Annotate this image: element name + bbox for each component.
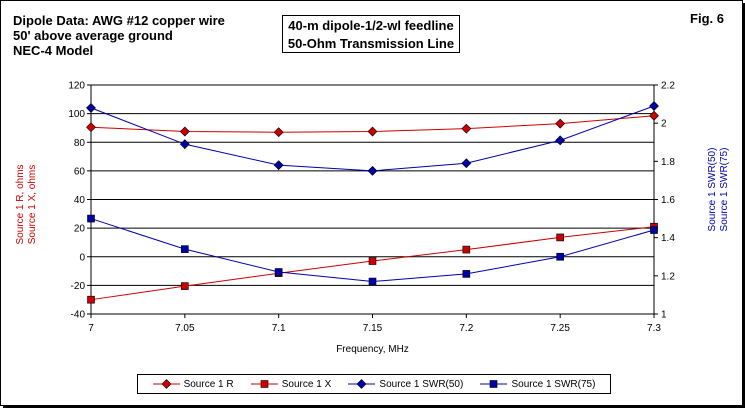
left-axis-label: Source 1 R, ohms bbox=[15, 164, 26, 244]
data-point bbox=[649, 101, 659, 111]
left-tick-label: -40 bbox=[71, 310, 86, 321]
left-tick-label: 20 bbox=[74, 224, 86, 235]
data-point bbox=[555, 118, 566, 129]
data-point bbox=[649, 110, 659, 121]
x-tick-label: 7.2 bbox=[459, 323, 473, 334]
left-tick-label: 60 bbox=[74, 166, 86, 177]
right-tick-label: 1.6 bbox=[661, 195, 675, 206]
data-point bbox=[368, 277, 377, 286]
left-tick-label: 100 bbox=[68, 109, 85, 120]
header-line-1: Dipole Data: AWG #12 copper wire bbox=[13, 13, 225, 28]
data-point bbox=[86, 102, 96, 113]
chart-title-line-2: 50-Ohm Transmission Line bbox=[287, 36, 455, 51]
data-point bbox=[86, 122, 96, 133]
data-point bbox=[179, 139, 190, 150]
x-tick-label: 7.05 bbox=[175, 323, 195, 334]
data-point bbox=[367, 165, 378, 176]
legend-swatch bbox=[152, 379, 180, 389]
legend-item-2: Source 1 X bbox=[250, 378, 332, 390]
legend-item-3: Source 1 SWR(50) bbox=[348, 378, 463, 390]
legend-label: Source 1 X bbox=[281, 378, 332, 390]
x-tick-label: 7.25 bbox=[550, 323, 570, 334]
right-tick-label: 1 bbox=[661, 310, 667, 321]
chart-title-line-1: 40-m dipole-1/2-wl feedline bbox=[288, 18, 454, 33]
legend-swatch bbox=[348, 379, 376, 389]
data-point bbox=[556, 252, 564, 261]
left-tick-label: -20 bbox=[71, 281, 86, 292]
legend-item-4: Source 1 SWR(75) bbox=[480, 378, 595, 390]
legend-swatch bbox=[480, 380, 508, 388]
x-tick-label: 7 bbox=[88, 323, 94, 334]
left-tick-label: 80 bbox=[74, 138, 86, 149]
x-axis-label: Frequency, MHz bbox=[336, 344, 409, 355]
data-point bbox=[87, 295, 95, 304]
left-tick-label: 120 bbox=[68, 81, 85, 92]
legend-label: Source 1 SWR(50) bbox=[379, 378, 464, 390]
legend-item-1: Source 1 R bbox=[152, 378, 234, 390]
figure-number: Fig. 6 bbox=[690, 11, 724, 26]
right-tick-label: 2.2 bbox=[661, 81, 675, 92]
data-point bbox=[179, 126, 190, 137]
right-tick-label: 1.2 bbox=[661, 271, 675, 282]
x-tick-label: 7.1 bbox=[272, 323, 286, 334]
data-point bbox=[367, 126, 378, 137]
data-point bbox=[181, 245, 189, 253]
left-axis-label: Source 1 X, ohms bbox=[27, 165, 38, 244]
x-tick-label: 7.15 bbox=[363, 323, 383, 334]
header-line-3: NEC-4 Model bbox=[13, 43, 94, 58]
legend: Source 1 R Source 1 X Source 1 SWR(50) Sour… bbox=[137, 374, 611, 394]
legend-label: Source 1 SWR(75) bbox=[511, 378, 596, 390]
left-tick-label: 40 bbox=[74, 195, 86, 206]
right-tick-label: 2 bbox=[661, 119, 667, 130]
series-line-3 bbox=[90, 105, 655, 172]
data-point bbox=[87, 214, 95, 223]
legend-swatch bbox=[250, 380, 278, 388]
data-point bbox=[461, 123, 472, 134]
data-point bbox=[462, 245, 471, 254]
data-point bbox=[556, 233, 564, 242]
right-axis-label: Source 1 SWR(50) bbox=[707, 148, 718, 232]
legend-label: Source 1 R bbox=[183, 378, 234, 390]
data-point bbox=[461, 158, 472, 169]
data-point bbox=[650, 226, 658, 234]
right-axis-label: Source 1 SWR(75) bbox=[719, 148, 730, 232]
right-tick-label: 1.4 bbox=[661, 233, 675, 244]
x-tick-label: 7.3 bbox=[647, 323, 661, 334]
data-point bbox=[368, 257, 377, 265]
chart-title-box: 40-m dipole-1/2-wl feedline 50-Ohm Trans… bbox=[282, 15, 460, 53]
data-point bbox=[555, 135, 566, 146]
data-point bbox=[273, 160, 284, 171]
right-tick-label: 1.8 bbox=[661, 157, 675, 168]
data-point bbox=[274, 268, 283, 276]
header-line-2: 50' above average ground bbox=[13, 28, 173, 43]
data-point bbox=[462, 270, 471, 278]
data-point bbox=[181, 282, 189, 290]
data-point bbox=[273, 127, 284, 138]
left-tick-label: 0 bbox=[79, 252, 85, 263]
